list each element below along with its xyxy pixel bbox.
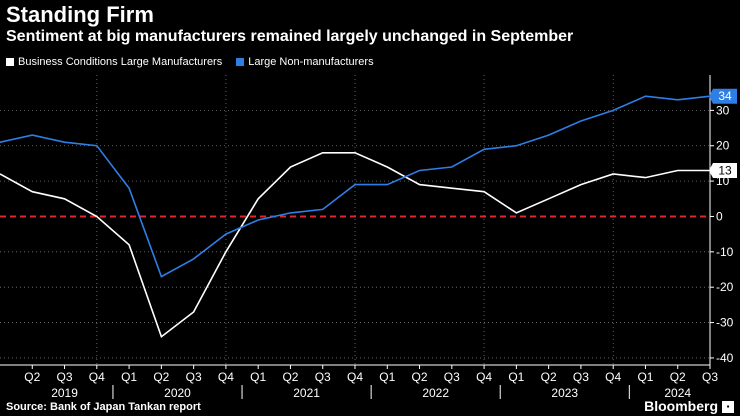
x-tick-label: Q2: [670, 370, 686, 384]
x-year-label: 2021: [293, 386, 320, 400]
x-tick-label: Q4: [218, 370, 234, 384]
legend: Business Conditions Large Manufacturers …: [6, 56, 374, 68]
x-tick-label: Q3: [315, 370, 331, 384]
x-tick-label: Q2: [282, 370, 298, 384]
y-tick-label: 0: [716, 209, 723, 223]
y-tick-label: 20: [716, 139, 730, 153]
brand-logo: Bloomberg: [644, 398, 718, 414]
x-tick-label: Q1: [250, 370, 266, 384]
x-tick-label: Q2: [153, 370, 169, 384]
x-tick-label: Q4: [605, 370, 621, 384]
x-tick-label: Q4: [476, 370, 492, 384]
legend-item-manufacturers: Business Conditions Large Manufacturers: [6, 56, 222, 68]
x-tick-label: Q2: [412, 370, 428, 384]
end-value-badge: [709, 88, 737, 104]
x-year-label: 2020: [164, 386, 191, 400]
x-tick-label: Q4: [89, 370, 105, 384]
end-value-label: 13: [718, 163, 732, 177]
y-tick-label: -40: [716, 351, 734, 365]
end-value-badge: [709, 162, 737, 178]
legend-label-manufacturers: Business Conditions Large Manufacturers: [18, 56, 223, 68]
brand-mark-icon: ▪: [722, 401, 734, 413]
x-year-label: 2022: [422, 386, 449, 400]
y-tick-label: -10: [716, 245, 734, 259]
y-tick-label: 30: [716, 103, 730, 117]
x-tick-label: Q3: [444, 370, 460, 384]
x-tick-label: Q2: [541, 370, 557, 384]
y-tick-label: -20: [716, 280, 734, 294]
x-tick-label: Q3: [573, 370, 589, 384]
x-tick-label: Q4: [347, 370, 363, 384]
x-year-label: 2024: [664, 386, 691, 400]
x-year-label: 2019: [51, 386, 78, 400]
chart-subtitle: Sentiment at big manufacturers remained …: [6, 28, 574, 45]
series-line-non-manufacturers: [0, 95, 711, 278]
x-tick-label: Q3: [186, 370, 202, 384]
legend-swatch-non-manufacturers: [236, 58, 245, 66]
x-tick-label: Q1: [121, 370, 137, 384]
series-line-manufacturers: [0, 152, 710, 339]
y-tick-label: -30: [716, 316, 734, 330]
legend-swatch-manufacturers: [6, 58, 14, 66]
x-tick-label: Q2: [24, 370, 40, 384]
legend-label-non-manufacturers: Large Non-manufacturers: [248, 56, 374, 68]
legend-item-non-manufacturers: Large Non-manufacturers: [236, 56, 374, 68]
x-tick-label: Q1: [508, 370, 524, 384]
x-tick-label: Q3: [57, 370, 73, 384]
end-value-label: 34: [718, 89, 732, 103]
x-tick-label: Q1: [379, 370, 395, 384]
x-year-label: 2023: [551, 386, 578, 400]
x-tick-label: Q3: [702, 370, 718, 384]
x-tick-label: Q1: [637, 370, 653, 384]
chart-title: Standing Firm: [6, 2, 154, 27]
source-note: Source: Bank of Japan Tankan report: [6, 401, 201, 413]
